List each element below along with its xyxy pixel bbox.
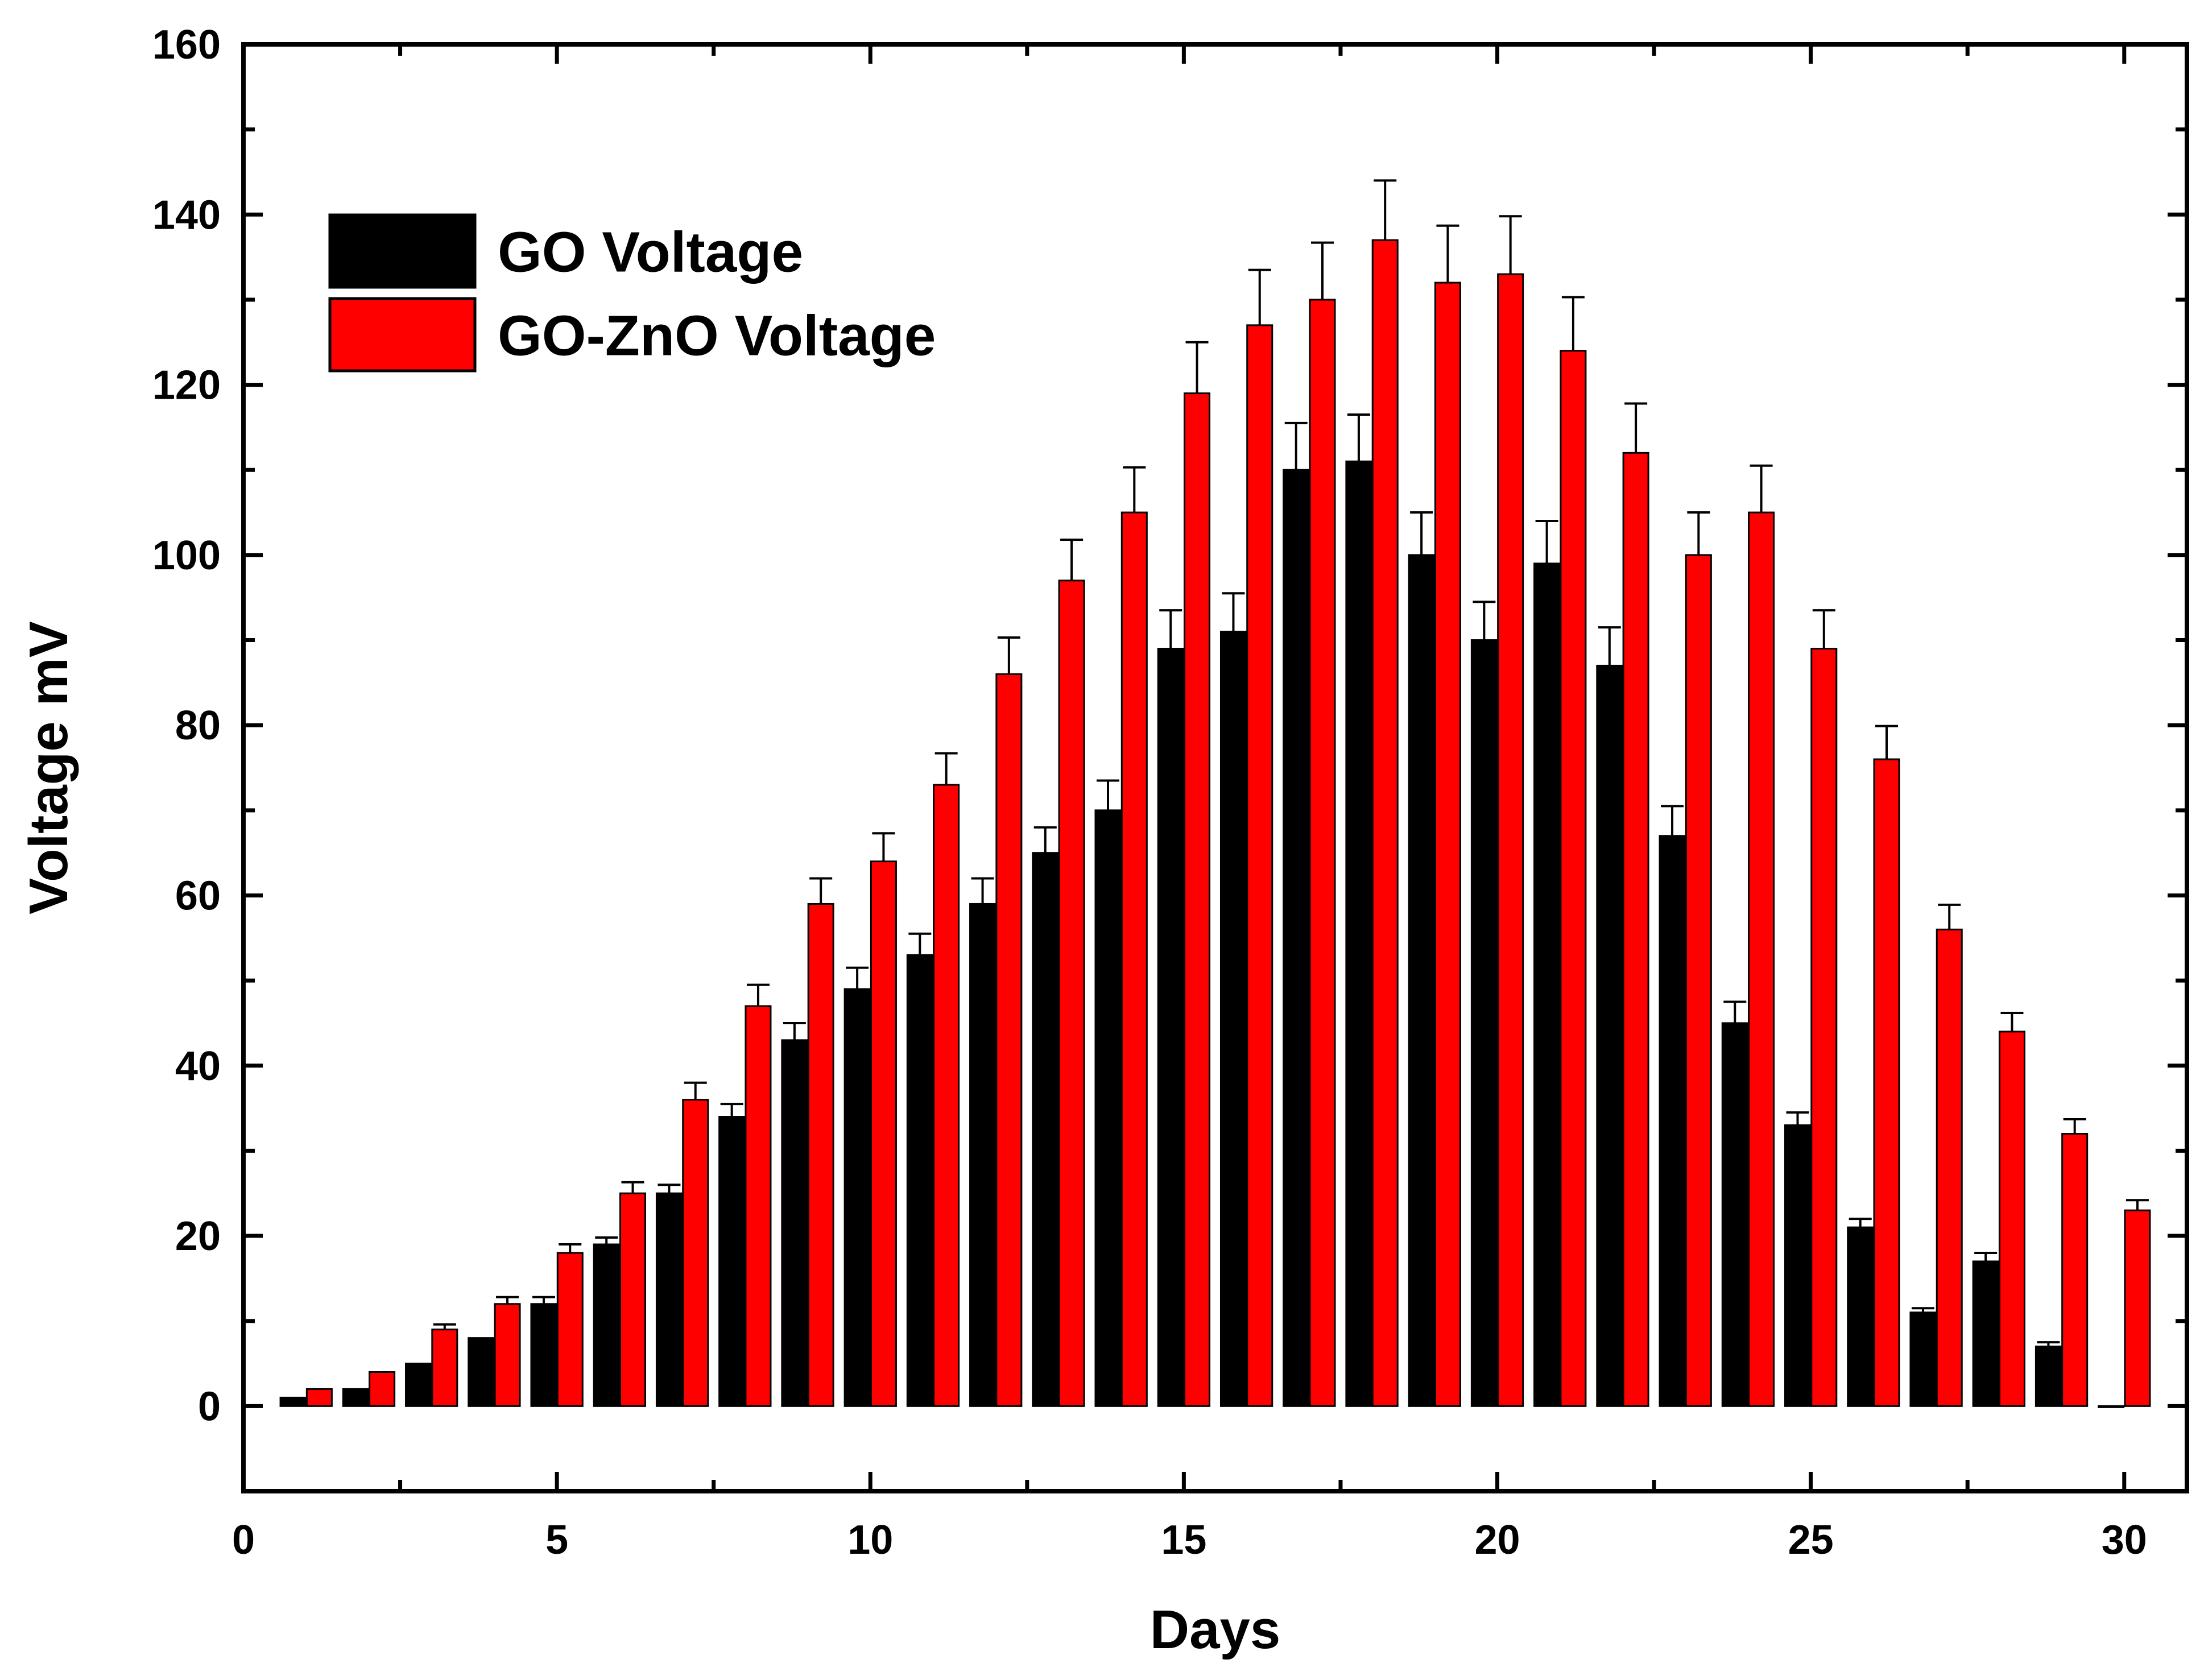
y-tick-label: 40: [175, 1044, 221, 1089]
bars: [279, 179, 2151, 1408]
y-tick-label: 160: [152, 22, 221, 68]
go-zno-bar-day-21: [1560, 350, 1587, 1407]
go-zno-bar-day-22: [1622, 452, 1649, 1407]
go-bar-day-13: [1032, 852, 1059, 1407]
go-zno-bar-day-2: [369, 1371, 396, 1407]
go-bar-day-8: [718, 1116, 746, 1407]
go-zno-bar-day-18: [1371, 239, 1399, 1407]
go-bar-day-22: [1596, 664, 1623, 1407]
go-zno-bar-day-16: [1246, 324, 1273, 1407]
x-tick-label: 20: [1474, 1517, 1520, 1563]
tick-labels: 0 5 10 15 20 25 30 0 20 40 60 80 100 120 140 160: [152, 22, 2147, 1563]
x-tick-label: 15: [1161, 1517, 1206, 1563]
y-tick-label: 120: [152, 363, 221, 408]
go-zno-bar-day-13: [1058, 580, 1085, 1407]
go-bar-day-29: [2035, 1346, 2062, 1407]
y-tick-label: 80: [175, 703, 221, 748]
y-tick-label: 100: [152, 533, 221, 578]
go-zno-bar-day-28: [1998, 1031, 2025, 1407]
go-zno-bar-day-15: [1184, 392, 1211, 1407]
go-zno-bar-day-19: [1434, 282, 1461, 1407]
go-zno-bar-day-20: [1497, 273, 1524, 1407]
go-bar-day-28: [1972, 1260, 1999, 1407]
x-tick-label: 0: [232, 1517, 255, 1563]
go-bar-day-30: [2098, 1405, 2125, 1408]
y-tick-label: 140: [152, 192, 221, 238]
go-bar-day-2: [342, 1388, 369, 1407]
go-bar-day-20: [1470, 639, 1498, 1407]
plot-frame: [241, 42, 2189, 1493]
go-bar-day-27: [1909, 1311, 1937, 1407]
go-bar-day-16: [1219, 631, 1247, 1407]
go-zno-bar-day-29: [2061, 1132, 2089, 1407]
go-bar-day-26: [1847, 1226, 1874, 1407]
go-bar-day-24: [1721, 1022, 1748, 1407]
go-zno-bar-day-26: [1873, 758, 1900, 1407]
go-bar-day-4: [468, 1337, 495, 1407]
go-bar-day-25: [1784, 1124, 1812, 1407]
go-bar-day-7: [655, 1192, 683, 1407]
go-zno-bar-day-25: [1810, 647, 1838, 1407]
go-zno-bar-day-12: [995, 673, 1023, 1407]
go-zno-bar-day-3: [431, 1329, 458, 1407]
go-zno-bar-day-7: [682, 1099, 709, 1407]
go-bar-day-9: [781, 1039, 808, 1407]
legend: GO Voltage GO-ZnO Voltage: [328, 213, 936, 373]
x-tick-label: 10: [847, 1517, 893, 1563]
go-bar-day-15: [1157, 647, 1184, 1407]
go-zno-bar-day-10: [870, 860, 897, 1407]
go-zno-bar-day-9: [807, 903, 834, 1407]
go-zno-bar-day-5: [556, 1252, 584, 1407]
y-axis-title: Voltage mV: [18, 621, 79, 915]
go-bar-day-11: [906, 954, 933, 1407]
go-bar-day-3: [405, 1363, 432, 1407]
go-bar-day-18: [1345, 460, 1372, 1407]
go-zno-bar-day-1: [305, 1388, 333, 1407]
y-tick-label: 0: [198, 1384, 221, 1429]
go-bar-day-17: [1283, 469, 1310, 1407]
legend-swatch-go: [328, 213, 477, 289]
go-bar-day-19: [1408, 554, 1435, 1407]
x-axis-title: Days: [1150, 1599, 1281, 1660]
y-tick-label: 60: [175, 873, 221, 918]
go-zno-bar-day-27: [1936, 928, 1963, 1407]
go-zno-bar-day-11: [933, 784, 960, 1407]
legend-label-go: GO Voltage: [498, 221, 803, 284]
go-bar-day-21: [1533, 562, 1561, 1407]
go-bar-day-23: [1659, 835, 1686, 1407]
go-zno-bar-day-8: [745, 1005, 772, 1407]
go-zno-bar-day-23: [1685, 554, 1712, 1407]
y-tick-label: 20: [175, 1214, 221, 1259]
x-tick-label: 5: [545, 1517, 568, 1563]
go-zno-bar-day-4: [494, 1303, 521, 1407]
go-bar-day-10: [843, 988, 871, 1407]
go-zno-bar-day-17: [1309, 299, 1336, 1407]
x-tick-label: 25: [1788, 1517, 1834, 1563]
go-zno-bar-day-24: [1748, 511, 1775, 1407]
x-tick-label: 30: [2102, 1517, 2147, 1563]
go-bar-day-12: [969, 903, 996, 1407]
go-bar-day-5: [530, 1303, 557, 1407]
go-zno-bar-day-6: [619, 1192, 647, 1407]
legend-swatch-go-zno: [328, 297, 477, 373]
go-bar-day-14: [1094, 809, 1122, 1407]
go-bar-day-6: [593, 1243, 620, 1407]
legend-label-go-zno: GO-ZnO Voltage: [498, 304, 936, 368]
go-zno-bar-day-30: [2124, 1209, 2151, 1407]
go-zno-bar-day-14: [1120, 511, 1148, 1407]
go-bar-day-1: [279, 1396, 307, 1407]
